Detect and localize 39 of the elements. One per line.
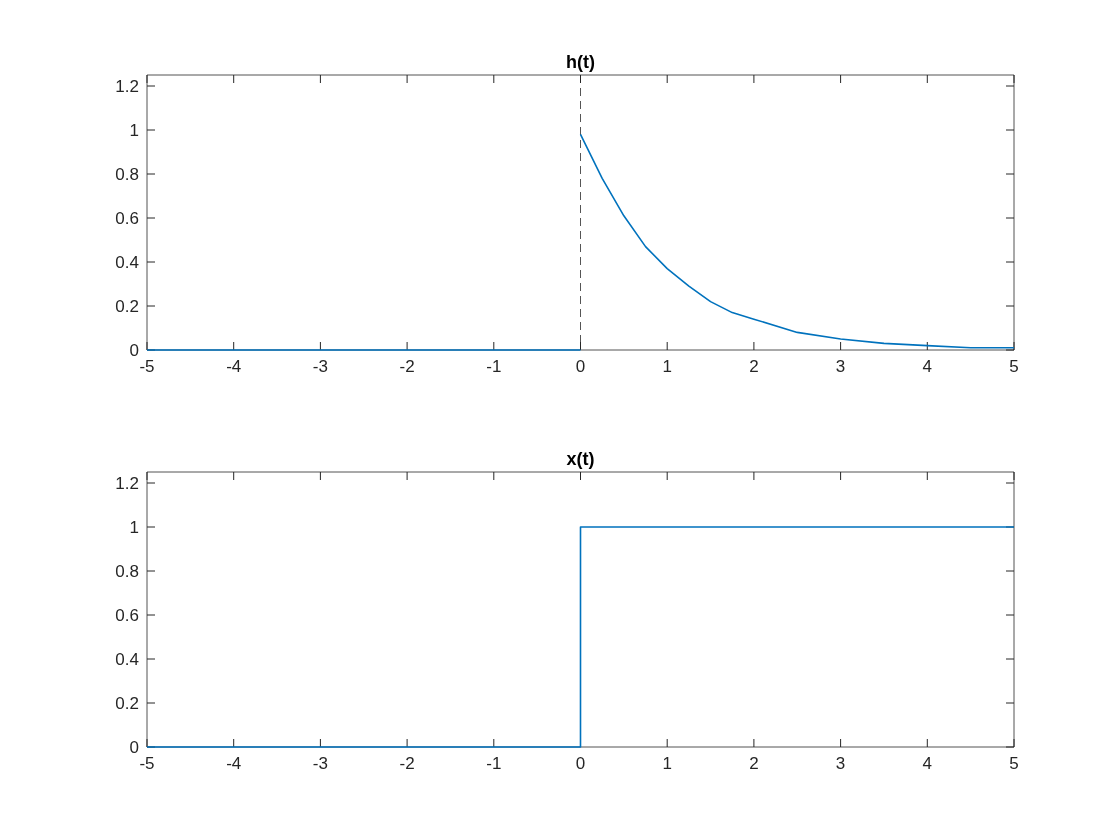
x-tick-label: 1 xyxy=(662,754,672,773)
x-tick-label: -3 xyxy=(312,754,328,773)
x-tick-label: -3 xyxy=(312,357,328,376)
chart-title: x(t) xyxy=(566,449,595,469)
y-tick-label: 0 xyxy=(129,737,139,757)
y-tick-label: 0.6 xyxy=(115,605,139,625)
y-tick-label: 1 xyxy=(129,120,139,140)
x-tick-label: 4 xyxy=(922,754,933,773)
x-tick-label: -2 xyxy=(399,357,415,376)
y-tick-label: 0.8 xyxy=(115,561,139,581)
y-tick-label: 0.2 xyxy=(115,296,139,316)
x-tick-label: 4 xyxy=(922,357,933,376)
x-tick-label: 5 xyxy=(1009,754,1019,773)
x-tick-label: -4 xyxy=(226,754,242,773)
x-tick-label: -5 xyxy=(139,754,155,773)
y-tick-label: 0.4 xyxy=(115,252,139,272)
y-tick-label: 1 xyxy=(129,517,139,537)
y-tick-label: 1.2 xyxy=(115,473,139,493)
x-tick-label: -5 xyxy=(139,357,155,376)
x-tick-label: 0 xyxy=(575,357,586,376)
line-series xyxy=(579,133,1015,349)
y-tick-label: 0.4 xyxy=(115,649,139,669)
chart-title: h(t) xyxy=(566,52,595,72)
x-tick-label: 2 xyxy=(749,754,759,773)
x-tick-label: -4 xyxy=(226,357,242,376)
x-tick-label: -1 xyxy=(486,357,502,376)
y-tick-label: 0.2 xyxy=(115,693,139,713)
y-tick-label: 0.8 xyxy=(115,164,139,184)
x-tick-label: -2 xyxy=(399,754,415,773)
x-tick-label: -1 xyxy=(486,754,502,773)
x-tick-label: 1 xyxy=(662,357,672,376)
x-tick-label: 2 xyxy=(749,357,759,376)
x-tick-label: 3 xyxy=(835,754,846,773)
y-tick-label: 0 xyxy=(129,340,139,360)
x-tick-label: 3 xyxy=(835,357,846,376)
y-tick-label: 0.6 xyxy=(115,208,139,228)
y-tick-label: 1.2 xyxy=(115,76,139,96)
x-tick-label: 5 xyxy=(1009,357,1019,376)
x-tick-label: 0 xyxy=(575,754,586,773)
